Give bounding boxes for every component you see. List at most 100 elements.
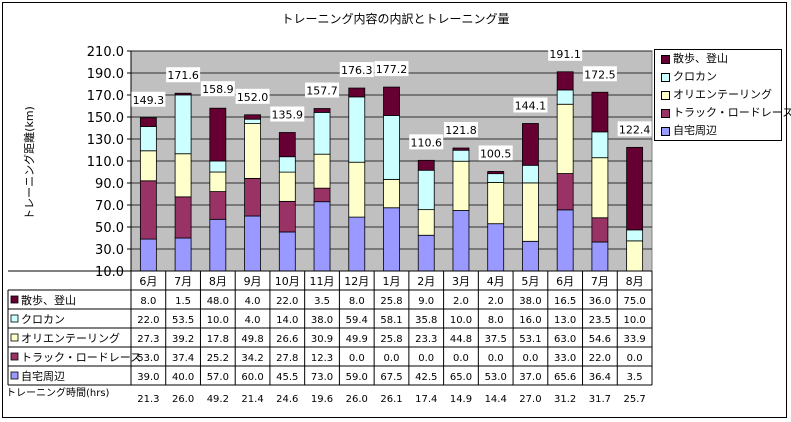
total-label: 172.5: [584, 68, 616, 81]
bar-segment: [348, 87, 366, 98]
bar-segment: [278, 231, 296, 272]
table-row-swatch: [10, 295, 19, 304]
table-cell: 8.0: [488, 315, 504, 326]
bar-segment: [209, 107, 227, 162]
table-cell: 39.0: [137, 372, 159, 383]
table-cell: 44.8: [450, 334, 472, 345]
table-cell: 33.0: [554, 353, 576, 364]
table-cell: 63.0: [554, 334, 576, 345]
total-label: 176.3: [341, 64, 373, 77]
hours-value: 24.6: [276, 394, 298, 405]
table-cell: 25.8: [380, 334, 402, 345]
x-tick-label: 9月: [244, 275, 262, 288]
table-cell: 53.5: [172, 315, 194, 326]
table-cell: 27.3: [137, 334, 159, 345]
bar-segment: [522, 164, 539, 184]
table-row-swatch: [10, 314, 19, 323]
table-cell: 25.8: [380, 296, 402, 307]
y-tick-label: 150.0: [87, 111, 124, 126]
bar-segment: [313, 187, 331, 203]
table-row-swatch: [10, 333, 19, 342]
bar-segment: [522, 240, 539, 272]
table-cell: 2.0: [488, 296, 504, 307]
legend: 散歩、登山 クロカン オリエンテーリング トラック・ロードレース 自宅周辺: [654, 49, 791, 141]
table-cell: 0.0: [627, 353, 643, 364]
table-cell: 45.5: [276, 372, 298, 383]
total-label: 100.5: [480, 147, 512, 160]
bar-segment: [417, 209, 435, 236]
y-tick-label: 130.0: [87, 133, 124, 148]
table-cell: 65.0: [450, 372, 472, 383]
total-label-bg: [305, 82, 340, 98]
hours-value: 26.1: [380, 394, 402, 405]
table-cell: 49.8: [241, 334, 263, 345]
legend-swatch: [661, 72, 670, 82]
legend-swatch: [661, 90, 670, 100]
total-label-bg: [582, 66, 617, 82]
total-label: 122.4: [619, 123, 651, 136]
bar-segment: [174, 196, 192, 239]
table-cell: 4.0: [245, 296, 261, 307]
bar-segment: [278, 132, 296, 158]
legend-item: 自宅周辺: [661, 122, 717, 140]
bar-segment: [174, 237, 192, 272]
bar-segment: [556, 209, 574, 272]
table-cell: 8.0: [349, 296, 365, 307]
bar-segment: [348, 161, 366, 218]
table-cell: 4.0: [245, 315, 261, 326]
table-row-swatch: [10, 371, 19, 380]
total-label-bg: [131, 91, 166, 107]
table-cell: 10.0: [207, 315, 229, 326]
table-row-label: クロカン: [21, 313, 65, 326]
total-label-bg: [166, 67, 201, 83]
x-tick-label: 11月: [310, 275, 335, 288]
hours-row-label: トレーニング時間(hrs): [6, 388, 110, 399]
bar-segment: [383, 178, 400, 209]
table-cell: 23.3: [415, 334, 437, 345]
legend-item: トラック・ロードレース: [661, 104, 791, 122]
table-cell: 13.0: [554, 315, 576, 326]
bar-segment: [487, 171, 505, 175]
legend-label: クロカン: [673, 70, 717, 83]
table-cell: 38.0: [311, 315, 333, 326]
total-label: 171.6: [167, 69, 199, 82]
hours-value: 25.7: [624, 394, 646, 405]
table-cell: 36.4: [589, 372, 611, 383]
bar-segment: [417, 159, 435, 171]
hours-value: 31.2: [554, 394, 576, 405]
bar-segment: [313, 201, 331, 272]
table-cell: 53.1: [519, 334, 541, 345]
bar-segment: [313, 153, 331, 189]
bar-segment: [209, 160, 227, 173]
bar-segment: [209, 191, 227, 220]
table-cell: 0.0: [349, 353, 365, 364]
bar-segment: [626, 229, 644, 242]
table-cell: 39.2: [172, 334, 194, 345]
table-cell: 40.0: [172, 372, 194, 383]
bar-segment: [452, 149, 470, 162]
bar-segment: [174, 94, 192, 155]
table-cell: 0.0: [384, 353, 400, 364]
total-label-bg: [374, 61, 409, 77]
table-cell: 0.0: [453, 353, 469, 364]
table-row-label: 自宅周辺: [21, 369, 65, 383]
total-label: 144.1: [515, 99, 547, 112]
table-cell: 34.2: [241, 353, 263, 364]
bar-segment: [244, 123, 261, 179]
y-tick-label: 70.0: [95, 199, 124, 214]
x-tick-label: 7月: [174, 275, 192, 288]
table-cell: 2.0: [453, 296, 469, 307]
total-label-bg: [478, 145, 513, 161]
bar-segment: [244, 177, 261, 217]
bar-segment: [244, 114, 261, 120]
x-tick-label: 2月: [417, 275, 435, 288]
bar-segment: [487, 182, 505, 225]
table-cell: 38.0: [519, 296, 541, 307]
bar-segment: [556, 103, 574, 174]
bar-segment: [487, 223, 505, 272]
total-label-bg: [270, 106, 305, 122]
table-row-label: オリエンテーリング: [21, 331, 120, 345]
table-cell: 12.3: [311, 353, 333, 364]
total-label-bg: [235, 88, 270, 104]
table-cell: 1.5: [175, 296, 191, 307]
